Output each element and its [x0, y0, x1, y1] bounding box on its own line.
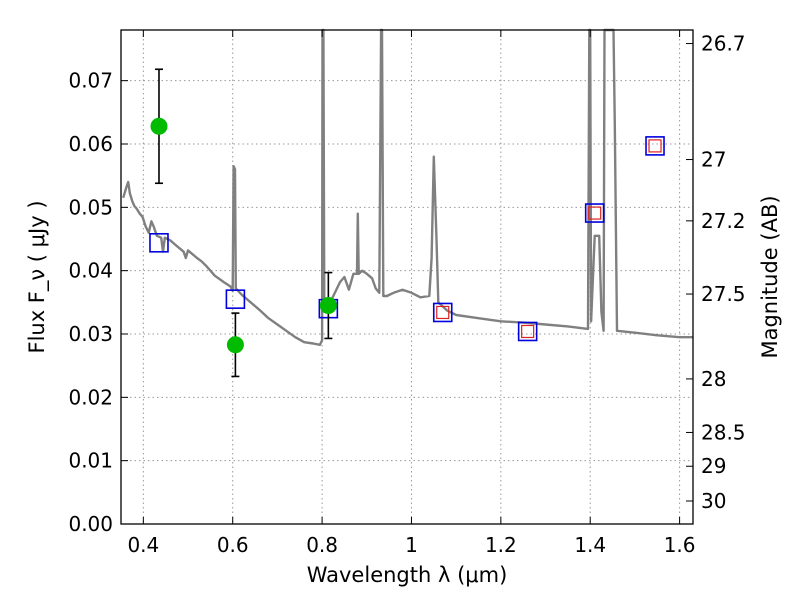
- right-tick-labels: 26.7 27 27.2 27.5 28 28.5 29 30: [701, 32, 746, 513]
- x-tick-label: 0.4: [127, 533, 159, 557]
- observed-point: [150, 117, 168, 135]
- model-box: [432, 302, 453, 323]
- x-tick-label: 0.6: [217, 533, 249, 557]
- x-axis-title: Wavelength λ (μm): [307, 563, 508, 587]
- model-box: [225, 289, 246, 309]
- y-tick-label: 0.04: [68, 259, 113, 283]
- y-tick-label: 0.06: [68, 132, 113, 156]
- model-box: [517, 321, 538, 342]
- right-tick-label: 27.5: [701, 282, 746, 306]
- right-tick-label: 27: [701, 148, 726, 172]
- observed-point: [319, 297, 337, 314]
- y-tick-label: 0.00: [68, 512, 113, 536]
- right-axis-title: Magnitude (AB): [758, 195, 782, 358]
- x-tick-label: 0.8: [306, 533, 338, 557]
- right-tick-label: 28: [701, 367, 726, 391]
- model-box-inner: [648, 139, 662, 153]
- x-tick-label: 1: [405, 533, 418, 557]
- y-tick-labels: 0.00 0.01 0.02 0.03 0.04 0.05 0.06 0.07: [68, 69, 113, 536]
- observed-point: [226, 336, 244, 354]
- x-tick-label: 1.2: [485, 533, 517, 557]
- axis-ticks: [121, 30, 693, 525]
- model-box-inner: [521, 324, 535, 339]
- x-tick-label: 1.4: [574, 533, 606, 557]
- x-tick-label: 1.6: [664, 533, 696, 557]
- y-tick-label: 0.02: [68, 385, 113, 409]
- model-box: [645, 136, 665, 156]
- x-tick-labels: 0.4 0.6 0.8 1 1.2 1.4 1.6: [127, 533, 695, 557]
- model-box: [584, 203, 605, 223]
- y-axis-title: Flux F_ν ( μJy ): [25, 200, 50, 353]
- y-tick-label: 0.05: [68, 195, 113, 219]
- model-box-inner: [436, 305, 450, 320]
- right-tick-label: 30: [701, 489, 726, 513]
- y-tick-label: 0.01: [68, 449, 113, 473]
- right-tick-label: 29: [701, 454, 726, 478]
- plot-frame: [120, 29, 694, 525]
- model-box: [149, 233, 169, 253]
- right-tick-label: 27.2: [701, 209, 746, 233]
- model-box-inner: [588, 206, 602, 220]
- y-tick-label: 0.03: [68, 322, 113, 346]
- observed-photometry: [150, 68, 337, 378]
- y-tick-label: 0.07: [68, 69, 113, 93]
- right-tick-label: 28.5: [701, 420, 746, 444]
- right-tick-label: 26.7: [701, 32, 746, 56]
